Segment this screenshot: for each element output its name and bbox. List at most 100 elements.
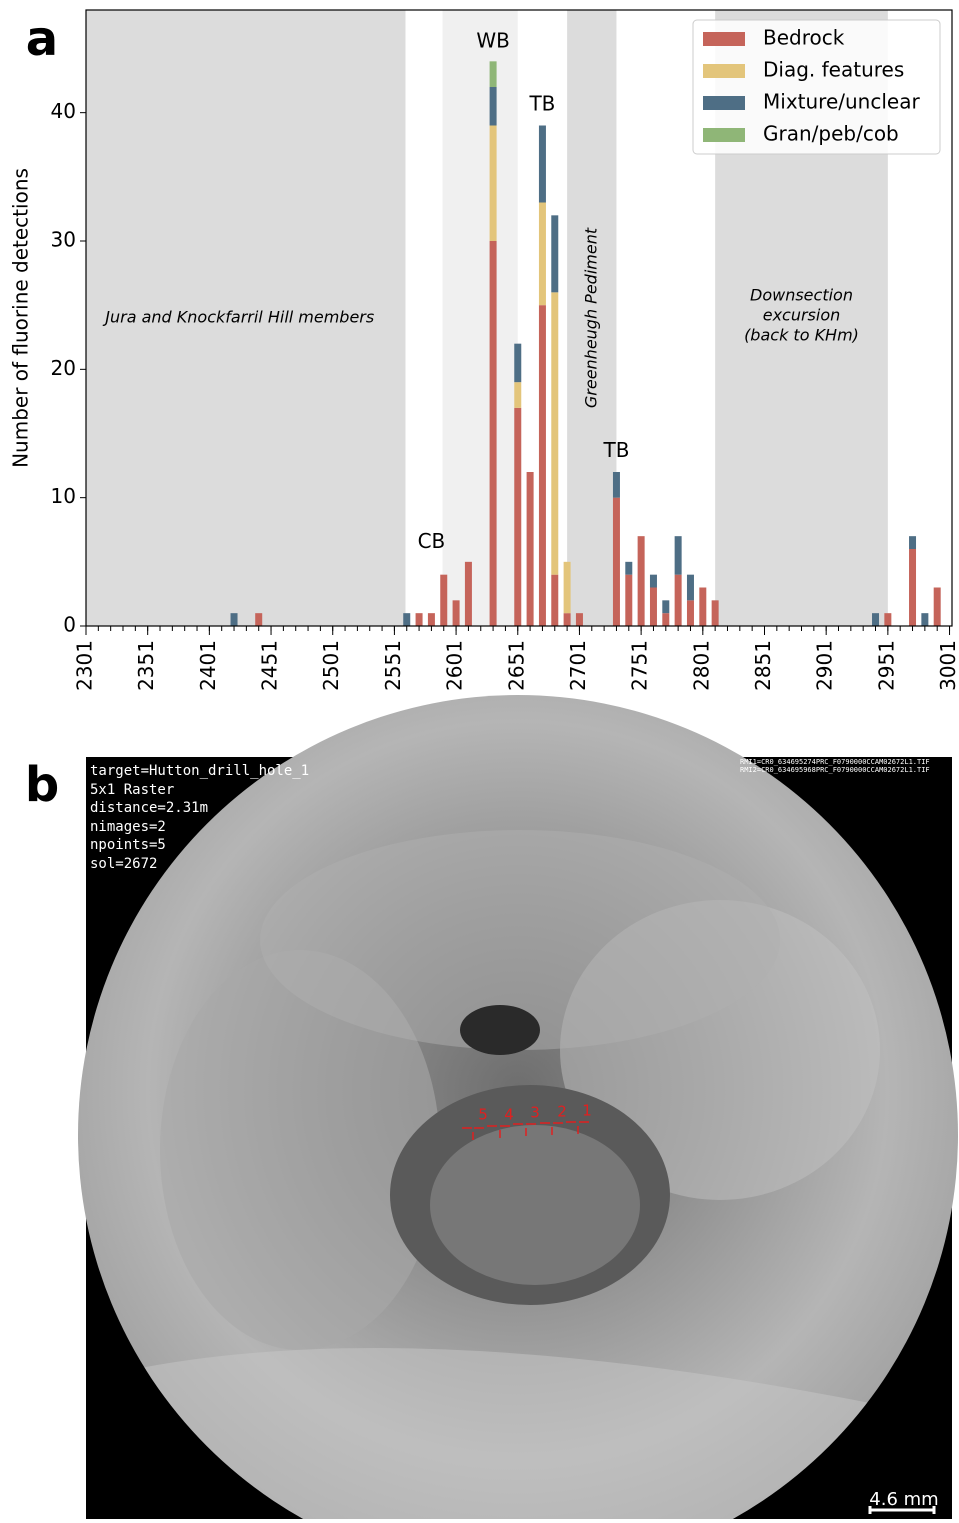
bar-segment <box>527 472 534 626</box>
bar-segment <box>490 87 497 126</box>
x-tick-label: 2401 <box>196 640 220 691</box>
bar-segment <box>514 408 521 626</box>
bar-segment <box>650 575 657 588</box>
bar-segment <box>687 600 694 626</box>
overlay-text: sol=2672 <box>90 856 157 872</box>
overlay-text: 5x1 Raster <box>90 782 174 798</box>
bar-segment <box>539 203 546 306</box>
bar-segment <box>934 588 941 627</box>
bar-segment <box>884 613 891 626</box>
bar-segment <box>625 575 632 626</box>
bar-segment <box>625 562 632 575</box>
bar-segment <box>712 600 719 626</box>
bar-segment <box>465 562 472 626</box>
bar-segment <box>699 588 706 627</box>
x-tick-label: 2351 <box>134 640 158 691</box>
bar-segment <box>675 536 682 575</box>
bar-segment <box>564 613 571 626</box>
point-label: 3 <box>530 1104 540 1122</box>
bar-segment <box>539 305 546 626</box>
scale-label: 4.6 mm <box>869 1489 938 1510</box>
overlay-text: target=Hutton_drill_hole_1 <box>90 763 309 779</box>
region-label: Greenheugh Pediment <box>581 227 600 408</box>
legend-label: Mixture/unclear <box>763 90 920 114</box>
bar-segment <box>453 600 460 626</box>
y-axis-label: Number of fluorine detections <box>9 168 33 468</box>
annotation: CB <box>418 529 446 553</box>
region-label: Downsection <box>750 286 853 305</box>
chart: Jura and Knockfarril Hill members Greenhe… <box>9 10 959 733</box>
bar-segment <box>490 241 497 626</box>
bar-segment <box>613 472 620 498</box>
bar-segment <box>231 613 238 626</box>
legend-label: Gran/peb/cob <box>763 122 899 146</box>
legend-swatch <box>703 64 745 78</box>
bar-segment <box>490 126 497 242</box>
bar-segment <box>909 536 916 549</box>
y-tick-label: 30 <box>51 228 76 252</box>
bar-segment <box>662 613 669 626</box>
x-tick-label: 2501 <box>319 640 343 691</box>
panel-label: b <box>25 757 59 813</box>
annotation: TB <box>528 91 555 115</box>
x-tick-label: 2551 <box>381 640 405 691</box>
bar-segment <box>675 575 682 626</box>
x-tick-label: 3001 <box>936 640 959 691</box>
x-tick-label: 2951 <box>874 640 898 691</box>
overlay-text: nimages=2 <box>90 819 166 835</box>
y-tick-label: 10 <box>51 484 76 508</box>
hole-bottom <box>430 1125 640 1285</box>
legend-label: Diag. features <box>763 58 904 82</box>
bar-segment <box>490 61 497 87</box>
bar-segment <box>551 215 558 292</box>
bar-segment <box>514 382 521 408</box>
point-label: 1 <box>582 1102 592 1120</box>
bar-segment <box>539 126 546 203</box>
bar-segment <box>416 613 423 626</box>
point-label: 5 <box>478 1106 488 1124</box>
bar-segment <box>650 588 657 627</box>
annotation: TB <box>602 438 629 462</box>
region-label: (back to KHm) <box>744 326 859 345</box>
point-label: 4 <box>504 1106 514 1124</box>
bar-segment <box>403 613 410 626</box>
x-tick-label: 2301 <box>73 640 97 691</box>
annotation: WB <box>476 29 510 53</box>
x-tick-label: 2851 <box>751 640 775 691</box>
bar-segment <box>613 498 620 626</box>
bar-segment <box>909 549 916 626</box>
y-tick-label: 40 <box>51 99 76 123</box>
bar-segment <box>255 613 262 626</box>
bar-segment <box>440 575 447 626</box>
legend-swatch <box>703 32 745 46</box>
x-tick-label: 2451 <box>258 640 282 691</box>
shadow <box>460 1005 540 1055</box>
region <box>443 10 518 626</box>
bar-segment <box>638 536 645 626</box>
file-text: RMI2=CR0_634695968PRC_F0790000CCAM02672L… <box>740 766 930 774</box>
file-text: RMI1=CR0_634695274PRC_F0790000CCAM02672L… <box>740 758 930 766</box>
bar-segment <box>514 344 521 383</box>
bar-segment <box>428 613 435 626</box>
photo: target=Hutton_drill_hole_1 5x1 Raster di… <box>78 695 958 1519</box>
y-tick-label: 0 <box>63 613 76 637</box>
x-tick-label: 2901 <box>813 640 837 691</box>
x-tick-label: 2801 <box>689 640 713 691</box>
bar-segment <box>551 575 558 626</box>
region-label: Jura and Knockfarril Hill members <box>102 308 374 327</box>
bar-segment <box>662 600 669 613</box>
x-tick-label: 2651 <box>504 640 528 691</box>
panel-label: a <box>26 11 58 67</box>
overlay-text: npoints=5 <box>90 837 166 853</box>
legend-label: Bedrock <box>763 26 845 50</box>
y-tick-label: 20 <box>51 356 76 380</box>
bar-segment <box>576 613 583 626</box>
legend-swatch <box>703 128 745 142</box>
overlay-text: distance=2.31m <box>90 800 208 816</box>
bar-segment <box>687 575 694 601</box>
bar-segment <box>921 613 928 626</box>
legend-swatch <box>703 96 745 110</box>
bar-segment <box>551 292 558 574</box>
